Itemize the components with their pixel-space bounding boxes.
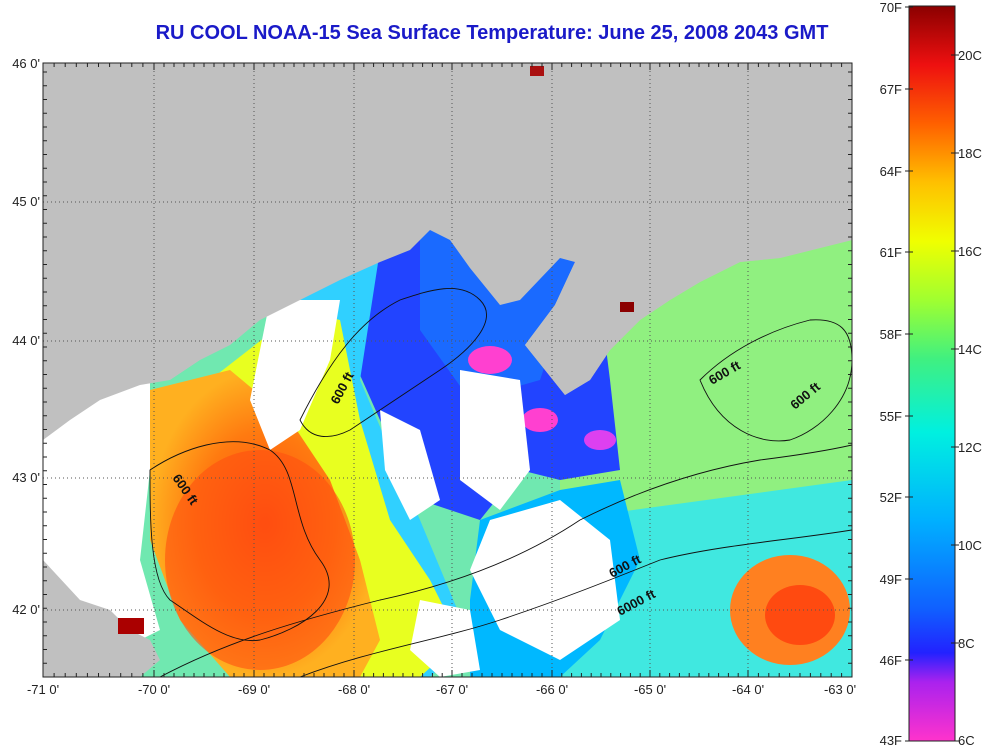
colorbar-c-label: 14C xyxy=(958,342,982,357)
lat-label-45: 45 0' xyxy=(12,194,40,209)
lat-label-42: 42 0' xyxy=(12,602,40,617)
colorbar-c-label: 12C xyxy=(958,440,982,455)
colorbar-f-label: 64F xyxy=(880,164,902,179)
lon-label-67: -67 0' xyxy=(436,682,468,697)
colorbar-c-label: 16C xyxy=(958,244,982,259)
colorbar-f-label: 70F xyxy=(880,0,902,15)
colorbar-f-label: 52F xyxy=(880,490,902,505)
lat-label-43: 43 0' xyxy=(12,470,40,485)
colorbar-c-label: 10C xyxy=(958,538,982,553)
lat-label-44: 44 0' xyxy=(12,333,40,348)
colorbar-c-label: 8C xyxy=(958,636,975,651)
lat-label-46: 46 0' xyxy=(12,56,40,71)
colorbar xyxy=(909,6,955,741)
colorbar-c-label: 6C xyxy=(958,733,975,748)
colorbar-f-label: 58F xyxy=(880,327,902,342)
lon-label-63: -63 0' xyxy=(824,682,856,697)
lon-label-65: -65 0' xyxy=(634,682,666,697)
colorbar-c-label: 18C xyxy=(958,146,982,161)
colorbar-f-label: 61F xyxy=(880,245,902,260)
sst-map: 46 0' 45 0' 44 0' 43 0' 42 0' -71 0' -70… xyxy=(0,0,984,754)
lon-label-70: -70 0' xyxy=(138,682,170,697)
colorbar-c-label: 20C xyxy=(958,48,982,63)
lon-label-64: -64 0' xyxy=(732,682,764,697)
colorbar-f-label: 49F xyxy=(880,572,902,587)
colorbar-f-label: 67F xyxy=(880,82,902,97)
lon-label-66: -66 0' xyxy=(536,682,568,697)
colorbar-f-label: 43F xyxy=(880,733,902,748)
lon-label-68: -68 0' xyxy=(338,682,370,697)
lon-label-71: -71 0' xyxy=(27,682,59,697)
colorbar-f-label: 55F xyxy=(880,409,902,424)
lon-label-69: -69 0' xyxy=(238,682,270,697)
colorbar-f-label: 46F xyxy=(880,653,902,668)
